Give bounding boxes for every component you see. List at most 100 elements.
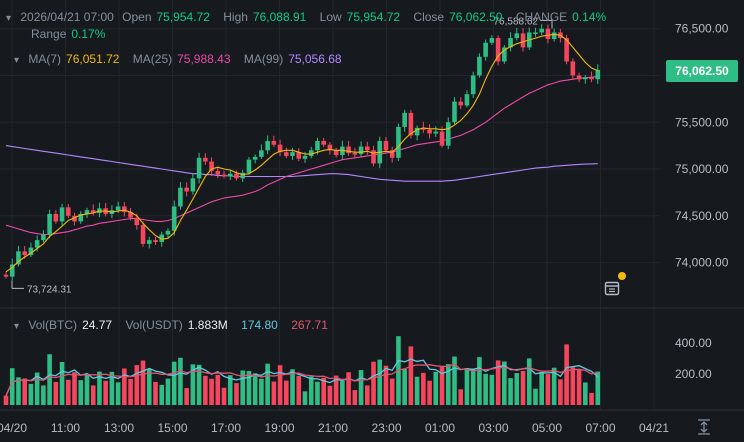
candle [215,166,221,179]
volume-bar [9,368,15,405]
range-label: Range [31,27,67,41]
candle [65,204,71,219]
volume-bar [308,376,314,405]
candle [445,117,451,150]
ma7-label: MA(7) [28,52,62,66]
high-marker-label: 76,588.62 [494,16,539,27]
volume-bar [103,380,108,405]
vol-btc-label: Vol(BTC) [28,318,78,332]
ma99-line [5,145,598,182]
candle [153,237,158,245]
volume-bar [259,378,264,405]
volume-bar [78,380,84,405]
volume-bar [134,365,140,405]
high-low-markers: 76,588.62 73,724.31 [11,16,553,295]
candle [128,207,133,221]
candle [103,202,108,217]
volume-bar [302,391,308,405]
low-label: Low [319,10,342,24]
volume-bar [159,384,165,405]
x-tick-label: 03:00 [478,421,508,435]
y-tick-label: 75,500.00 [675,115,729,129]
volume-bar [240,370,246,405]
volume-bar [452,356,457,405]
time-axis: 04/20 11:00 13:00 15:00 17:00 19:00 21:00 23:00… [0,421,669,435]
candle [277,139,283,157]
candle [140,221,146,247]
candle [452,97,457,125]
candle [502,45,507,64]
volume-bar [122,368,127,405]
x-tick-label: 01:00 [425,421,455,435]
volume-bar [333,375,339,405]
current-price-tag: 76,062.50 [666,60,738,82]
volume-bar [109,371,115,405]
candle [84,207,90,219]
volume-bar [203,375,208,405]
volume-bar [576,369,582,405]
y-tick-label: 75,000.00 [675,162,729,176]
ma25-line [5,76,598,236]
volume-tick-label: 200.00 [675,367,712,381]
volume-bar [551,367,557,405]
volume-bar [383,365,389,405]
chevron-down-icon[interactable]: ▾ [14,321,20,332]
volume-bar [315,381,320,405]
volume-bar [502,361,507,405]
volume-bar [146,369,152,405]
range-value: 0.17% [71,27,106,41]
ohlc-header: ▾ 2026/04/21 07:00 Open 75,954.72 High 76,… [6,10,616,24]
volume-bar [215,374,221,405]
candle [583,74,588,84]
candle [396,123,401,161]
volume-axis: 400.00 200.00 [675,336,712,381]
candle [271,135,277,147]
candle [495,35,501,66]
candle [184,182,189,197]
candle [47,209,52,239]
candle [178,182,183,210]
chevron-down-icon[interactable]: ▾ [6,13,12,24]
volume-bar [321,377,326,405]
candle [470,71,476,98]
volume-bar [277,365,283,405]
vol-ma-a-value: 174.80 [241,318,278,332]
candle [16,245,21,267]
candle [414,125,420,141]
candle [290,147,295,160]
volume-bar [583,382,588,405]
candle [333,147,339,158]
volume-bar [545,374,551,405]
x-tick-label: 04/20 [0,421,27,435]
x-tick-label: 17:00 [211,421,241,435]
volume-header: ▾ Vol(BTC) 24.77 Vol(USDT) 1.883M 174.80 2… [14,318,328,332]
volume-bar [539,372,545,405]
candle [3,272,9,279]
candle [383,137,389,154]
candle [196,152,202,184]
candle [59,203,65,226]
volume-bar [340,381,345,405]
ma99-value: 75,056.68 [288,52,342,66]
calendar-icon[interactable] [604,280,620,296]
candle [9,258,15,281]
x-tick-label: 19:00 [264,421,294,435]
volume-bar [246,370,252,405]
chevron-down-icon[interactable]: ▾ [14,55,20,66]
fullscreen-icon[interactable] [698,419,710,435]
candle [458,97,464,110]
volume-bar [47,354,52,405]
volume-bar [589,392,594,405]
candle [171,200,177,236]
notification-dot [618,272,626,280]
candle [595,64,601,84]
candle [576,72,582,83]
volume-bar [22,378,27,405]
volume-bar [34,372,40,405]
candle [165,228,171,238]
volume-bar [128,378,133,405]
volume-bar [171,361,177,405]
candle [265,135,270,155]
low-marker-label: 73,724.31 [27,284,72,295]
